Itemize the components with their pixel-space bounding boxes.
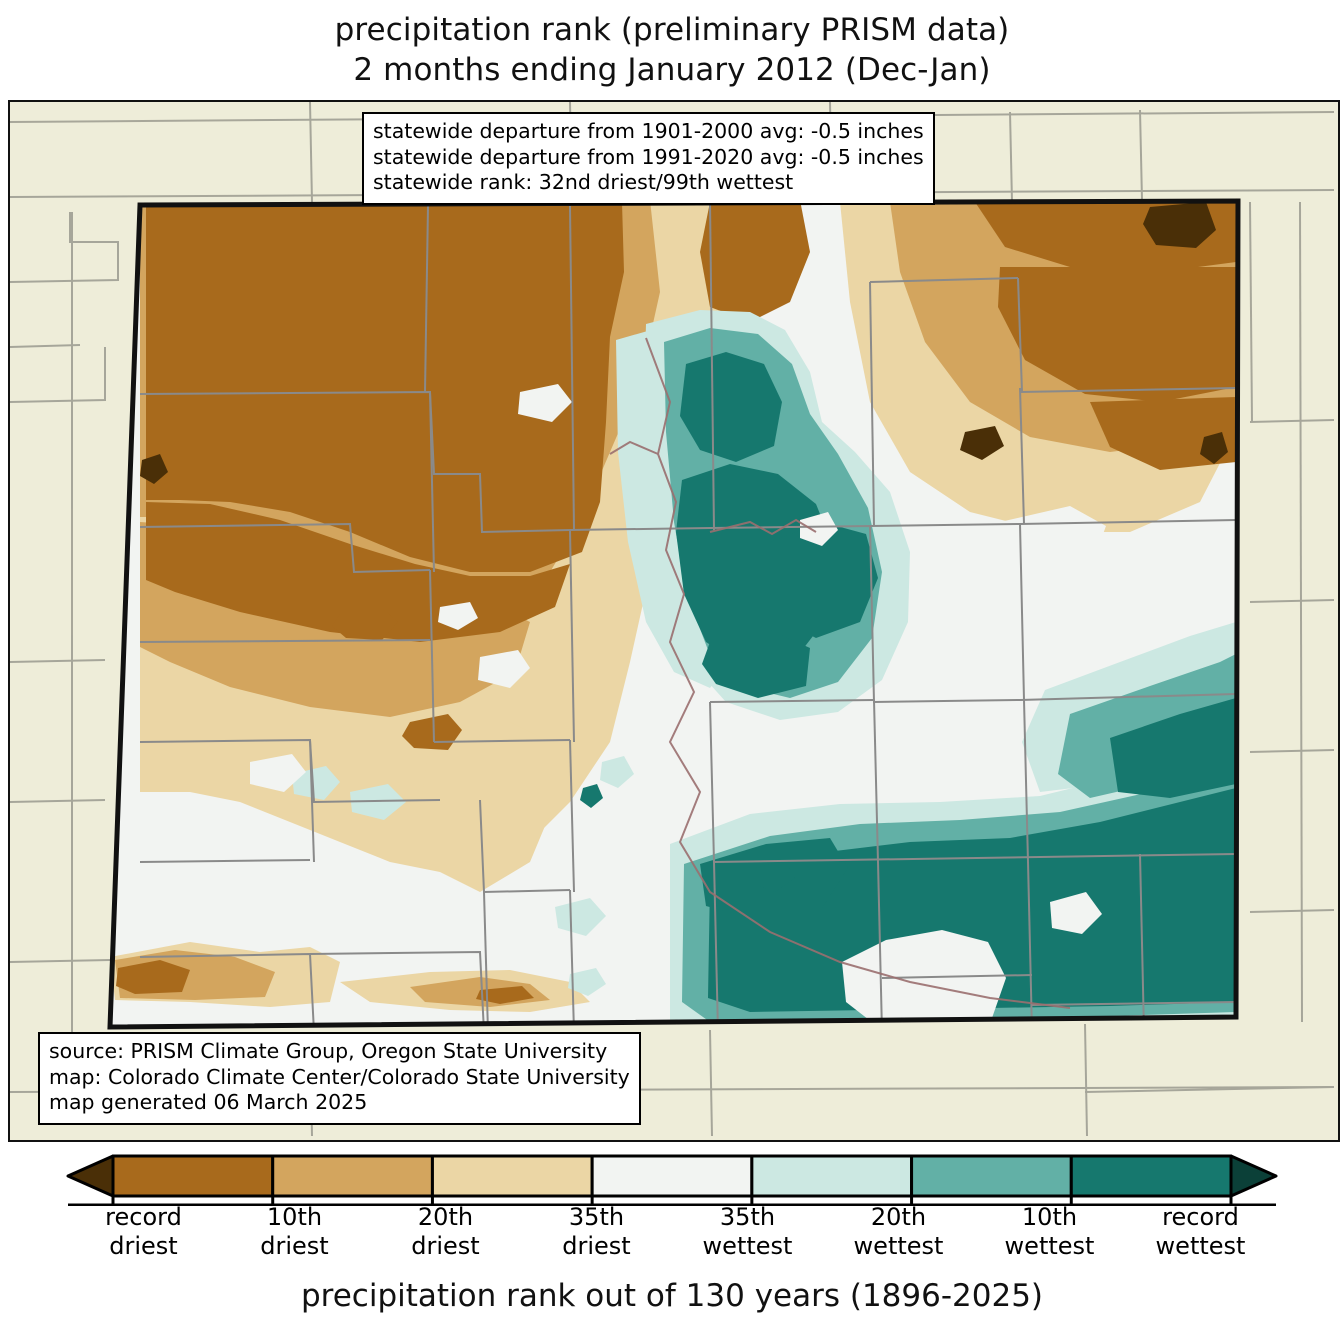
colorbar-label-top: 35th <box>568 1203 625 1231</box>
band-10th-driest-n-notch <box>700 201 810 322</box>
source-line-3: map generated 06 March 2025 <box>49 1090 368 1114</box>
stats-line-1: statewide departure from 1901-2000 avg: … <box>373 119 924 143</box>
title-line-2: 2 months ending January 2012 (Dec-Jan) <box>353 52 991 88</box>
colorbar-label-5: 20th wettest <box>823 1203 974 1261</box>
page-title: precipitation rank (preliminary PRISM da… <box>0 10 1344 90</box>
colorbar <box>0 1146 1344 1206</box>
statewide-stats-box: statewide departure from 1901-2000 avg: … <box>362 112 935 205</box>
colorbar-band-driest-band-3 <box>430 1154 594 1198</box>
colorbar-band-record-wettest <box>1229 1154 1278 1198</box>
band-35th-wettest-nc2 <box>616 328 726 688</box>
colorbar-label-top: 20th <box>870 1203 927 1231</box>
colorado-precipitation-rank-map <box>10 102 1334 1136</box>
band-10th-wettest-nc2 <box>680 352 782 462</box>
band-10th-driest-sw-dot2 <box>476 986 534 1004</box>
near-normal-hole-nw3 <box>250 754 306 792</box>
colorbar-label-bottom: driest <box>109 1232 178 1260</box>
colorbar-band-driest-band-2 <box>271 1154 434 1198</box>
band-10th-wettest-nc3 <box>762 522 878 638</box>
band-35th-wettest-dot4 <box>600 756 634 788</box>
band-35th-wettest-dot1 <box>292 766 340 800</box>
colorbar-label-bottom: driest <box>562 1232 631 1260</box>
colorbar-label-bottom: driest <box>260 1232 329 1260</box>
band-record-driest-4 <box>960 426 1004 460</box>
band-35th-wettest-dot3 <box>555 898 606 936</box>
band-10th-driest <box>146 202 624 572</box>
colorbar-band-record-driest <box>66 1154 115 1198</box>
band-10th-driest-sp1 <box>332 608 398 640</box>
colorbar-label-2: 20th driest <box>370 1203 521 1261</box>
colorbar-band-wettest-band-3 <box>750 1154 914 1198</box>
band-10th-driest-ne3 <box>1090 397 1236 470</box>
colorbar-label-bottom: wettest <box>702 1232 793 1260</box>
map-frame: statewide departure from 1901-2000 avg: … <box>8 100 1340 1142</box>
band-10th-wettest-e3 <box>1110 698 1236 798</box>
source-attribution-box: source: PRISM Climate Group, Oregon Stat… <box>38 1032 641 1125</box>
near-normal-hole-se2 <box>1050 892 1102 934</box>
near-normal-hole-nw2 <box>438 602 478 630</box>
colorbar-band-wettest-band-1 <box>1069 1154 1233 1198</box>
colorbar-band-near-normal <box>590 1154 754 1198</box>
band-35th-driest-central <box>420 722 555 892</box>
colorbar-label-3: 35th driest <box>521 1203 672 1261</box>
colorbar-swatches <box>66 1154 1278 1206</box>
colorbar-label-1: 10th driest <box>219 1203 370 1261</box>
precipitation-rank-contours <box>110 201 1238 1027</box>
band-35th-wettest-dot2 <box>350 784 406 820</box>
colorbar-label-top: 20th <box>417 1203 474 1231</box>
near-normal-hole-se <box>842 930 1006 1027</box>
band-10th-wettest-dot1 <box>754 860 795 892</box>
colorbar-label-top: record <box>105 1203 182 1231</box>
band-record-driest-2 <box>1200 432 1228 464</box>
stats-line-2: statewide departure from 1991-2020 avg: … <box>373 144 924 169</box>
band-10th-driest-sw-dot <box>116 960 190 994</box>
colorbar-label-bottom: driest <box>411 1232 480 1260</box>
colorbar-label-top: 10th <box>266 1203 323 1231</box>
colorbar-band-driest-band-1 <box>111 1154 275 1198</box>
colorbar-label-6: 10th wettest <box>974 1203 1125 1261</box>
near-normal-hole-nw4 <box>518 384 572 422</box>
band-10th-driest-ne2 <box>998 267 1236 402</box>
colorbar-label-top: 35th <box>719 1203 776 1231</box>
continental-divide-line <box>609 337 1071 1009</box>
stats-line-3: statewide rank: 32nd driest/99th wettest <box>373 170 794 194</box>
title-line-1: precipitation rank (preliminary PRISM da… <box>334 12 1010 48</box>
colorbar-label-bottom: wettest <box>853 1232 944 1260</box>
colorbar-label-0: record driest <box>68 1203 219 1261</box>
colorbar-label-top: record <box>1162 1203 1239 1231</box>
colorbar-label-7: record wettest <box>1125 1203 1276 1261</box>
colorbar-tick-labels: record driest 10th driest 20th driest 35th drie… <box>0 1203 1344 1271</box>
band-35th-wettest-dot5 <box>568 968 606 996</box>
source-line-1: source: PRISM Climate Group, Oregon Stat… <box>49 1039 608 1063</box>
near-normal-hole-nc <box>800 512 838 546</box>
band-record-driest-1 <box>1143 202 1216 248</box>
colorbar-label-bottom: wettest <box>1004 1232 1095 1260</box>
colorbar-band-wettest-band-2 <box>910 1154 1073 1198</box>
band-10th-wettest-dot2 <box>580 784 603 808</box>
colorbar-label-bottom: wettest <box>1155 1232 1246 1260</box>
colorbar-label-top: 10th <box>1021 1203 1078 1231</box>
band-10th-wettest-se1 <box>708 788 1236 1012</box>
near-normal-hole-nw1 <box>478 650 530 688</box>
band-10th-wettest-nc4 <box>702 630 810 698</box>
colorbar-caption: precipitation rank out of 130 years (189… <box>300 1278 1044 1314</box>
county-boundaries <box>139 201 1237 1027</box>
band-record-driest-3 <box>140 454 168 484</box>
colorbar-label-4: 35th wettest <box>672 1203 823 1261</box>
source-line-2: map: Colorado Climate Center/Colorado St… <box>49 1064 630 1089</box>
